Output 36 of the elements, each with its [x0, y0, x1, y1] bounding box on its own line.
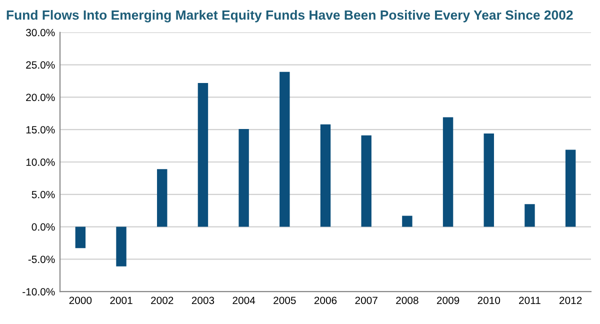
y-tick-label: 25.0%: [26, 61, 55, 69]
x-tick-label: 2011: [519, 296, 540, 304]
bar: [402, 216, 412, 227]
bar: [361, 135, 372, 227]
x-tick-label: 2006: [314, 296, 337, 304]
bar: [484, 133, 494, 227]
y-tick-label: 20.0%: [26, 94, 55, 102]
x-tick-label: 2002: [151, 296, 174, 304]
y-tick-label: 30.0%: [26, 28, 55, 36]
chart-title: Fund Flows Into Emerging Market Equity Funds Have Been Positive Every Year Since 2002: [6, 10, 573, 22]
bar: [75, 226, 86, 248]
x-tick-label: 2005: [274, 296, 296, 304]
bar: [157, 169, 168, 227]
bar: [320, 124, 331, 227]
y-tick-label: 15.0%: [26, 126, 55, 134]
x-tick-label: 2008: [396, 296, 418, 304]
y-tick-label: -5.0%: [28, 256, 55, 264]
x-tick-label: 2007: [355, 296, 378, 304]
x-tick-label: 2010: [478, 296, 500, 304]
bar: [442, 117, 454, 227]
bar: [116, 226, 126, 266]
x-tick-label: 2000: [69, 296, 92, 304]
bar: [565, 150, 576, 227]
y-tick-label: -10.0%: [22, 288, 55, 296]
x-tick-label: 2009: [436, 296, 460, 304]
x-tick-label: 2012: [560, 296, 582, 304]
x-tick-label: 2004: [232, 296, 256, 304]
bar: [280, 72, 290, 227]
x-tick-label: 2001: [110, 296, 132, 304]
y-tick-label: 10.0%: [26, 158, 55, 166]
y-tick-label: 5.0%: [32, 190, 55, 198]
y-tick-label: 0.0%: [32, 223, 55, 231]
bar: [238, 128, 249, 227]
x-tick-label: 2003: [192, 296, 214, 304]
bar: [198, 82, 208, 227]
bar: [524, 204, 535, 227]
